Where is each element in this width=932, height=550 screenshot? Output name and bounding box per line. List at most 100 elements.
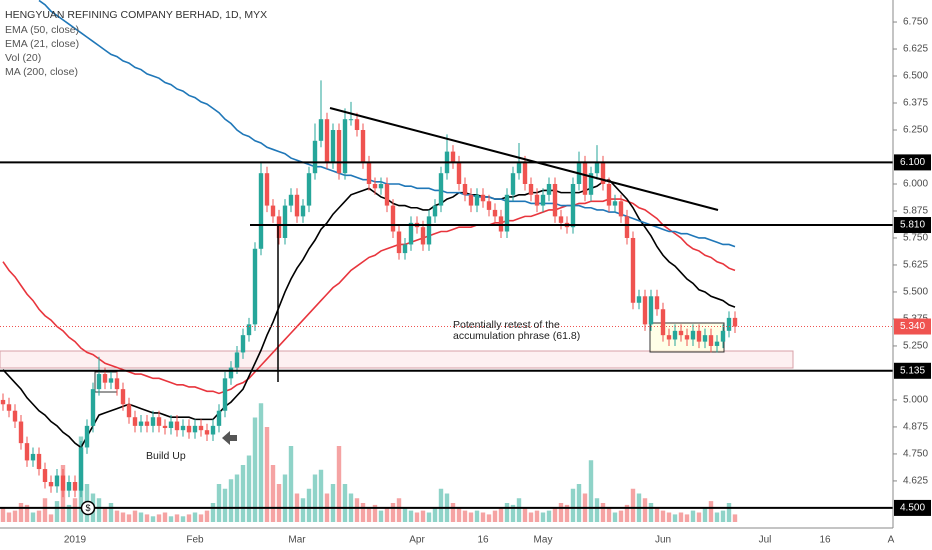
volume-bar bbox=[54, 501, 60, 522]
candle-body bbox=[690, 330, 696, 340]
candle-body bbox=[396, 231, 402, 254]
y-tick-label: 5.500 bbox=[903, 287, 928, 298]
candle-body bbox=[468, 194, 474, 206]
volume-bar bbox=[228, 479, 234, 522]
volume-bar bbox=[372, 504, 378, 522]
volume-bar bbox=[156, 514, 162, 522]
y-tick-label: 6.250 bbox=[903, 125, 928, 136]
volume-bar bbox=[174, 514, 180, 522]
x-tick-label: 16 bbox=[477, 535, 489, 546]
volume-bar bbox=[258, 403, 264, 522]
candle-body bbox=[372, 183, 378, 189]
volume-bar bbox=[576, 484, 582, 522]
volume-bar bbox=[450, 503, 456, 522]
volume-bar bbox=[414, 512, 420, 522]
volume-bar bbox=[42, 498, 48, 522]
volume-bar bbox=[432, 507, 438, 522]
y-tick-label: 4.625 bbox=[903, 476, 928, 487]
candle-body bbox=[612, 201, 618, 206]
candle-body bbox=[126, 404, 132, 418]
candle-body bbox=[714, 341, 720, 346]
volume-bar bbox=[192, 512, 198, 522]
candle-body bbox=[384, 183, 390, 206]
candle-body bbox=[252, 248, 258, 325]
volume-bar bbox=[678, 512, 684, 522]
volume-bar bbox=[252, 417, 258, 522]
candle-body bbox=[354, 119, 360, 131]
candle-body bbox=[366, 162, 372, 184]
annotation: accumulation phrase (61.8) bbox=[453, 330, 580, 342]
volume-bar bbox=[438, 488, 444, 522]
candle-body bbox=[456, 162, 462, 184]
volume-bar bbox=[624, 504, 630, 522]
volume-bar bbox=[396, 498, 402, 522]
volume-bar bbox=[714, 512, 720, 522]
volume-bar bbox=[18, 503, 24, 522]
volume-bar bbox=[216, 484, 222, 522]
candle-body bbox=[210, 425, 216, 435]
volume-bar bbox=[264, 427, 270, 522]
annotation: Build Up bbox=[146, 450, 186, 462]
y-tick-label: 5.000 bbox=[903, 395, 928, 406]
volume-bar bbox=[426, 512, 432, 522]
candle-body bbox=[60, 475, 66, 491]
volume-bar bbox=[222, 488, 228, 522]
y-tick-label: 6.750 bbox=[903, 17, 928, 28]
y-tick-label: 5.750 bbox=[903, 233, 928, 244]
chart-title: HENGYUAN REFINING COMPANY BERHAD, 1D, MY… bbox=[5, 9, 267, 21]
candle-body bbox=[138, 421, 144, 426]
volume-bar bbox=[540, 512, 546, 522]
volume-bar bbox=[72, 498, 78, 522]
y-tick-label: 5.875 bbox=[903, 206, 928, 217]
candle-body bbox=[516, 162, 522, 174]
volume-bar bbox=[180, 516, 186, 522]
volume-bar bbox=[342, 484, 348, 522]
x-tick-label: Jun bbox=[655, 535, 671, 546]
volume-bar bbox=[468, 512, 474, 522]
volume-bar bbox=[102, 507, 108, 522]
candle-body bbox=[198, 425, 204, 431]
volume-bar bbox=[504, 503, 510, 522]
volume-bar bbox=[552, 507, 558, 522]
legend-entry: EMA (50, close) bbox=[5, 24, 79, 36]
level-label: 5.135 bbox=[900, 365, 925, 376]
volume-bar bbox=[30, 512, 36, 522]
volume-bar bbox=[210, 503, 216, 522]
candle-body bbox=[186, 425, 192, 433]
level-label: 5.810 bbox=[900, 220, 925, 231]
volume-bar bbox=[126, 514, 132, 522]
volume-bar bbox=[558, 503, 564, 522]
x-tick-label: May bbox=[534, 535, 553, 546]
candle-body bbox=[534, 194, 540, 206]
candle-body bbox=[168, 421, 174, 429]
candle-body bbox=[264, 173, 270, 206]
candle-body bbox=[102, 374, 108, 383]
volume-bar bbox=[198, 514, 204, 522]
volume-bar bbox=[66, 504, 72, 522]
candle-body bbox=[258, 173, 264, 249]
volume-bar bbox=[474, 510, 480, 522]
legend-entry: Vol (20) bbox=[5, 52, 41, 64]
volume-bar bbox=[204, 510, 210, 522]
volume-bar bbox=[384, 507, 390, 522]
candle-body bbox=[552, 183, 558, 217]
y-tick-label: 6.000 bbox=[903, 179, 928, 190]
candle-body bbox=[84, 425, 90, 448]
volume-bar bbox=[546, 510, 552, 522]
volume-bar bbox=[96, 498, 102, 522]
volume-bar bbox=[48, 514, 54, 522]
candle-body bbox=[78, 447, 84, 491]
volume-bar bbox=[276, 484, 282, 522]
level-label-box bbox=[894, 362, 931, 379]
volume-bar bbox=[534, 510, 540, 522]
y-tick-label: 5.250 bbox=[903, 341, 928, 352]
candle-body bbox=[24, 443, 30, 461]
volume-bar bbox=[24, 504, 30, 522]
candle-body bbox=[720, 330, 726, 342]
volume-bar bbox=[492, 510, 498, 522]
candle-body bbox=[696, 330, 702, 342]
candle-body bbox=[510, 173, 516, 195]
level-label: 6.100 bbox=[900, 157, 925, 168]
candle-body bbox=[288, 194, 294, 206]
volume-bar bbox=[6, 512, 12, 522]
